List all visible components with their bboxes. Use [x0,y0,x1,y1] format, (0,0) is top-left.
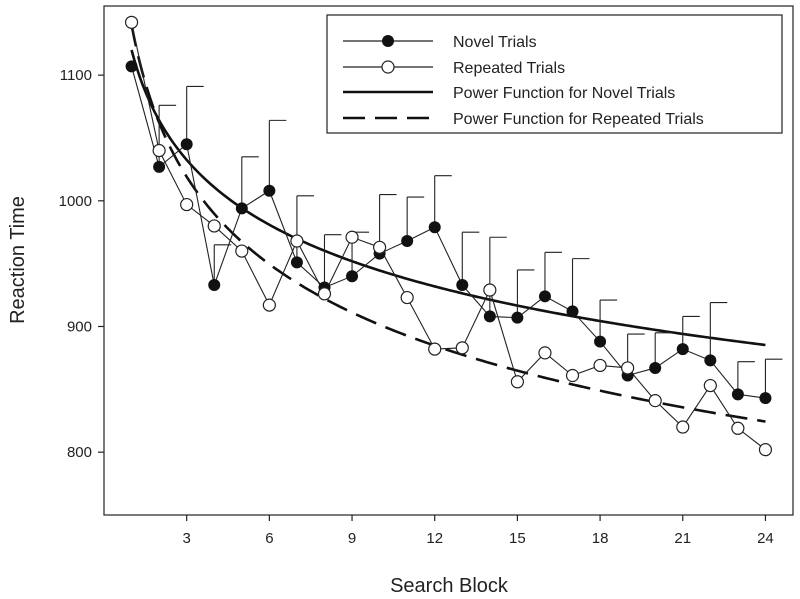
point-repeated [703,378,717,393]
point-novel [153,160,166,173]
y-axis-title: Reaction Time [7,196,29,324]
point-novel [676,343,689,356]
point-repeated [538,346,552,360]
point-repeated [345,230,359,244]
point-repeated [400,290,414,305]
plot-frame [103,5,794,516]
x-tick-label: 9 [348,530,356,547]
error-bars [158,85,783,399]
point-repeated [207,219,221,233]
point-novel [290,256,303,269]
point-repeated [593,358,607,373]
x-tick-label: 12 [426,530,443,547]
point-novel [704,354,717,367]
point-repeated [731,421,745,435]
point-novel [346,270,359,283]
x-tick-label: 18 [592,530,609,547]
legend-marker-novel [382,35,394,47]
point-repeated [262,298,276,312]
point-repeated [317,287,332,301]
legend-marker-repeated [381,60,395,74]
point-repeated [676,420,690,434]
y-axis-ticks: 800 900 1000 1100 [59,67,104,461]
point-repeated [510,375,525,389]
x-axis-title: Search Block [390,575,509,597]
x-axis-ticks: 3 6 9 12 15 18 21 24 [183,515,774,547]
point-novel [208,279,221,292]
legend-label-repeated: Repeated Trials [453,60,565,77]
x-tick-label: 15 [509,530,526,547]
point-repeated [565,368,580,383]
point-repeated [180,197,194,212]
point-repeated [235,244,249,258]
point-novel [456,279,469,292]
point-novel [235,202,248,215]
point-novel [566,305,579,318]
point-repeated [373,240,387,254]
legend: Novel Trials Repeated Trials Power Funct… [326,14,783,134]
point-novel [263,184,276,197]
y-tick-label: 1100 [60,67,92,84]
point-repeated [290,234,304,248]
x-tick-label: 6 [265,530,273,547]
point-repeated [621,361,635,375]
x-tick-label: 3 [183,530,191,547]
legend-label-power-novel: Power Function for Novel Trials [453,85,675,102]
point-repeated [152,143,166,158]
point-repeated [648,394,662,408]
y-tick-label: 900 [67,318,92,335]
point-repeated [428,342,442,356]
point-novel [401,235,414,248]
point-novel [731,388,744,401]
point-novel [649,361,662,374]
point-repeated [455,341,469,355]
point-novel [594,335,607,348]
point-novel [180,138,193,151]
point-novel [483,310,496,323]
point-novel [538,290,551,303]
point-novel [511,311,524,324]
point-novel [125,60,138,73]
fit-curve-repeated [130,24,766,423]
legend-label-power-repeated: Power Function for Repeated Trials [453,111,704,128]
point-repeated [758,443,773,457]
point-repeated [483,283,497,297]
y-tick-label: 1000 [59,193,92,210]
point-repeated [124,15,139,29]
point-novel [428,221,441,234]
legend-box [326,14,783,134]
y-tick-label: 800 [67,444,92,461]
point-novel [759,392,772,405]
data-points [124,15,773,457]
x-tick-label: 21 [674,530,691,547]
x-tick-label: 24 [757,530,774,547]
legend-label-novel: Novel Trials [453,34,537,51]
